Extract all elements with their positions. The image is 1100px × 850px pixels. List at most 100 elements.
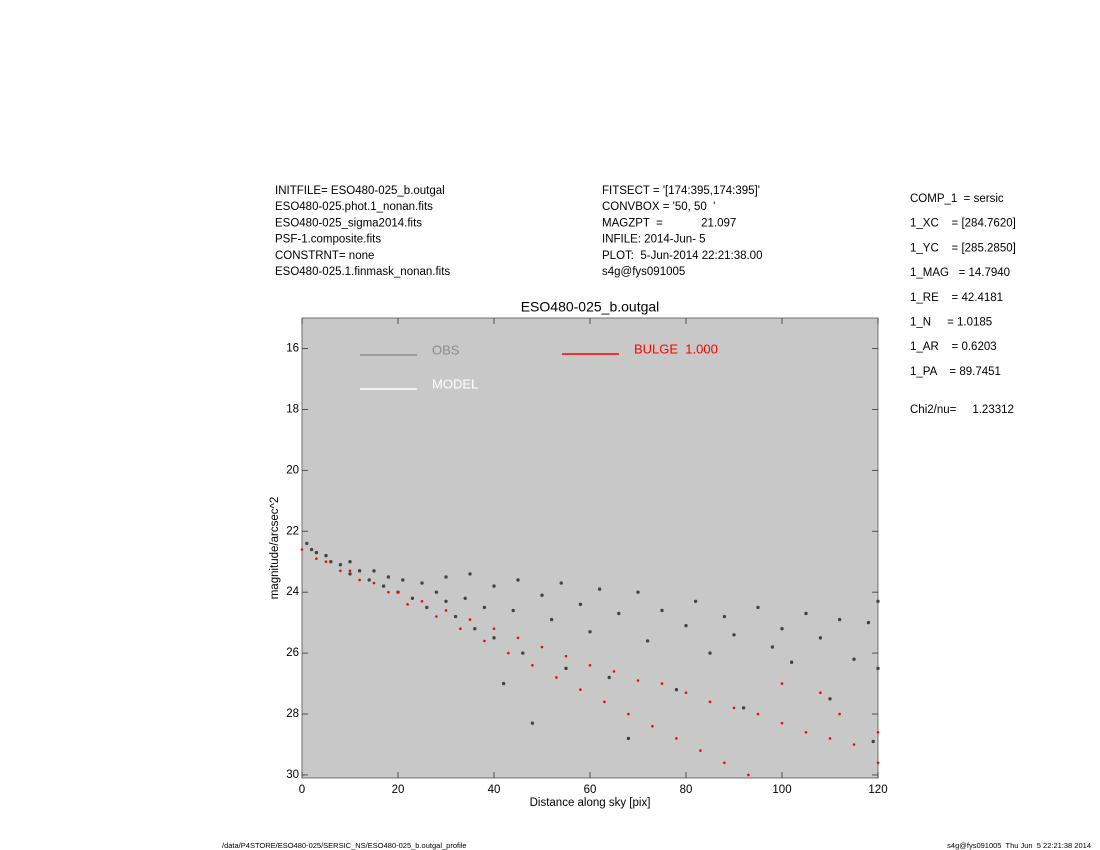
data-point [804,611,808,616]
legend-label: BULGE 1.000 [634,341,718,356]
data-point [473,627,477,631]
data-point [876,666,880,671]
fit-parameter: COMP_1 = sersic [910,193,1004,205]
data-point [852,657,856,661]
data-point [828,737,832,740]
data-point [789,660,794,664]
chart-title: ESO480-025_b.outgal [521,299,660,315]
data-point [588,663,592,667]
fit-parameter: 1_RE = 42.4181 [910,292,1003,304]
data-point [435,615,438,618]
data-point [804,731,808,734]
data-point [818,636,823,640]
data-point [588,630,592,634]
data-point [314,550,319,555]
data-point [732,706,736,710]
data-point [617,611,621,616]
data-point [338,563,343,567]
data-point [780,721,784,725]
data-point [511,608,515,613]
data-point [444,575,448,579]
data-point [372,569,376,573]
data-point [564,654,568,658]
fit-parameter: 1_MAG = 14.7940 [910,267,1010,279]
data-point [578,602,583,607]
data-point [540,645,544,649]
data-point [425,605,429,610]
data-point [626,736,631,741]
data-point [305,541,309,546]
data-point [324,553,328,558]
data-point [434,590,439,594]
data-point [559,581,563,585]
data-point [459,627,462,631]
data-point [837,617,842,622]
data-point [741,706,746,710]
data-point [756,712,760,716]
data-point [348,572,352,576]
data-point [406,603,409,606]
data-point [540,593,544,597]
data-point [564,666,568,671]
data-point [684,691,688,695]
data-point [699,749,702,752]
data-point [876,599,880,604]
x-tick-label: 0 [299,784,305,796]
y-tick-label: 26 [286,647,299,659]
data-point [492,636,496,640]
data-point [507,651,510,655]
x-tick-label: 120 [868,784,887,796]
data-point [501,681,506,686]
data-point [708,651,712,655]
header-middle-line: CONVBOX = '50, 50 ' [602,201,715,213]
header-left-line: ESO480-025.phot.1_nonan.fits [275,201,433,213]
data-point [483,639,486,643]
data-point [300,548,304,551]
y-tick-label: 18 [286,403,299,415]
data-point [315,557,318,560]
data-point [612,670,616,673]
data-point [866,620,871,625]
data-point [358,578,361,582]
data-point [780,682,784,685]
data-point [603,700,606,704]
fit-parameter: 1_YC = [285.2850] [910,242,1016,254]
plot-area [301,317,879,779]
data-point [732,633,736,637]
data-point [401,578,405,582]
data-point [579,688,582,691]
header-middle-line: FITSECT = '[174:395,174:395]' [602,185,760,197]
data-point [852,743,856,746]
data-point [828,697,832,701]
data-point [420,581,424,585]
data-point [549,617,554,622]
data-point [876,731,880,734]
legend-label: MODEL [432,376,478,391]
data-point [516,636,520,640]
header-middle-line: PLOT: 5-Jun-2014 22:21:38.00 [602,250,762,262]
chi2: Chi2/nu= 1.23312 [910,404,1014,416]
data-point [756,605,760,610]
x-tick-label: 80 [680,784,693,796]
fit-parameter: 1_AR = 0.6203 [910,341,997,353]
header-middle-line: s4g@fys091005 [602,266,685,278]
x-tick-label: 60 [584,784,597,796]
data-point [636,679,640,682]
data-point [660,608,664,613]
data-point [747,773,750,777]
fit-parameter: 1_XC = [284.7620] [910,218,1016,230]
data-point [876,761,880,765]
data-point [410,596,415,600]
x-tick-label: 40 [488,784,501,796]
data-point [444,599,448,604]
data-point [723,761,726,765]
header-left-line: PSF-1.composite.fits [275,234,381,246]
data-point [531,663,534,667]
y-tick-label: 30 [286,769,299,781]
data-point [819,691,822,695]
header-left-line: CONSTRNT= none [275,250,374,262]
data-point [597,587,602,591]
data-point [660,682,664,685]
fit-parameter: 1_N = 1.0185 [910,317,992,329]
